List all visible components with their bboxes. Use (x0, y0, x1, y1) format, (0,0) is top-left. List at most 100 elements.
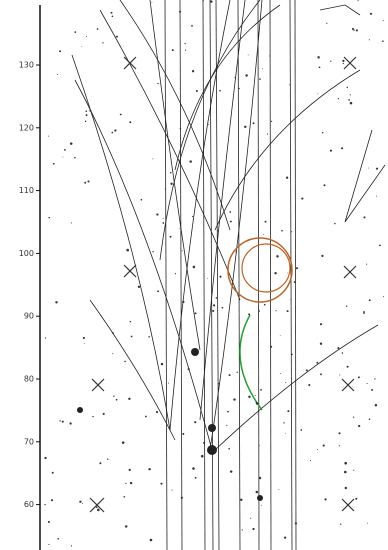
speck (81, 46, 82, 47)
speck (301, 198, 303, 200)
speck (317, 93, 318, 94)
speck (129, 121, 131, 123)
speck (97, 509, 100, 512)
speck (97, 28, 99, 30)
speck (62, 157, 63, 158)
speck (213, 304, 215, 306)
speck (215, 450, 217, 452)
speck (195, 312, 197, 314)
speck (284, 536, 286, 538)
speck (71, 222, 72, 223)
vertex-blob (208, 424, 216, 432)
speck (192, 70, 194, 72)
speck (48, 544, 49, 545)
speck (270, 346, 272, 348)
speck (337, 347, 339, 349)
speck (112, 353, 113, 354)
speck (229, 211, 231, 213)
speck (261, 505, 262, 506)
speck (45, 337, 46, 338)
vertex-blob (257, 495, 263, 501)
speck (226, 425, 227, 426)
speck (89, 110, 91, 112)
speck (131, 336, 133, 338)
speck (116, 36, 118, 38)
speck (161, 363, 163, 365)
scale-label: 90 (24, 312, 34, 321)
scale-label: 110 (19, 186, 34, 195)
speck (148, 336, 150, 338)
speck (276, 310, 277, 311)
speck (346, 305, 347, 306)
vertex-blob (191, 348, 199, 356)
speck (160, 483, 162, 485)
speck (248, 54, 249, 55)
speck (259, 477, 261, 479)
speck (319, 66, 321, 68)
speck (86, 110, 88, 112)
speck (383, 20, 384, 21)
speck (180, 128, 182, 130)
speck (57, 74, 58, 75)
speck (353, 470, 354, 471)
speck (269, 55, 270, 56)
speck (374, 378, 375, 379)
speck (262, 68, 263, 69)
speck (370, 13, 372, 15)
speck (151, 2, 152, 3)
speck (103, 413, 105, 415)
speck (227, 411, 229, 413)
speck (170, 236, 172, 238)
speck (126, 249, 129, 252)
speck (375, 404, 377, 406)
speck (321, 255, 323, 257)
speck (125, 483, 126, 484)
speck (168, 383, 169, 384)
speck (324, 498, 326, 500)
speck (271, 121, 272, 122)
speck (52, 472, 54, 474)
speck (218, 383, 220, 385)
speck (369, 39, 370, 40)
speck (129, 469, 131, 471)
scale-label: 60 (24, 500, 34, 509)
speck (228, 448, 230, 450)
speck (57, 538, 59, 540)
speck (138, 286, 140, 288)
speck (355, 498, 357, 500)
speck (179, 228, 180, 229)
speck (287, 310, 289, 312)
speck (350, 102, 353, 105)
speck (74, 31, 76, 33)
speck (258, 310, 260, 312)
speck (192, 216, 193, 217)
speck (59, 420, 60, 421)
speck (79, 501, 81, 503)
speck (195, 477, 197, 479)
speck (369, 418, 371, 420)
speck (363, 312, 365, 314)
speck (207, 278, 208, 279)
speck (368, 168, 369, 169)
speck (192, 467, 195, 470)
speck (366, 264, 367, 265)
speck (276, 255, 278, 257)
speck (124, 361, 126, 363)
speck (253, 122, 255, 124)
speck (62, 421, 64, 423)
speck (156, 411, 158, 413)
speck (376, 168, 378, 170)
speck (344, 462, 347, 465)
speck (222, 307, 224, 309)
speck (157, 290, 159, 292)
speck (323, 445, 325, 447)
scale-label: 70 (24, 437, 34, 446)
speck (196, 90, 198, 92)
speck (285, 382, 286, 383)
speck (369, 299, 371, 301)
speck (265, 221, 267, 223)
speck (248, 313, 250, 315)
speck (83, 337, 85, 339)
speck (300, 429, 302, 431)
speck (120, 114, 122, 116)
